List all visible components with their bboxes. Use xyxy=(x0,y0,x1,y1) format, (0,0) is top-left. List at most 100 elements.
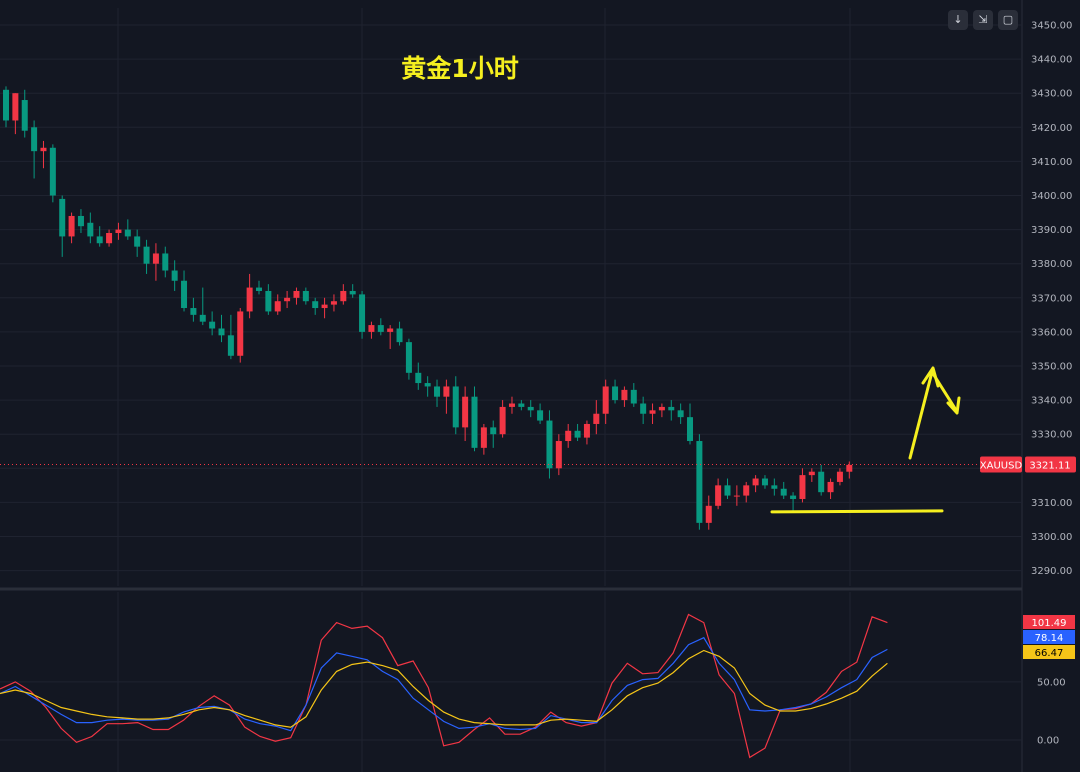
candle-body xyxy=(96,236,103,244)
candle-body xyxy=(827,481,834,493)
candle-body xyxy=(846,464,853,472)
candle-body xyxy=(612,386,619,401)
candle-body xyxy=(143,246,150,264)
candle-body xyxy=(227,335,234,356)
candle-body xyxy=(124,229,131,237)
candle-body xyxy=(377,325,384,332)
y-tick-label: 3440.00 xyxy=(1031,55,1072,66)
candle-body xyxy=(199,314,206,322)
symbol-tag-box xyxy=(980,456,1022,473)
candle-body xyxy=(537,410,544,421)
candle-body xyxy=(209,321,216,329)
candle-body xyxy=(237,311,244,356)
maximize-icon[interactable]: ▢ xyxy=(998,10,1018,30)
candle-body xyxy=(630,389,637,404)
scroll-down-icon[interactable]: ↓ xyxy=(948,10,968,30)
candle-body xyxy=(312,301,319,309)
price-axis: 3450.00 3440.00 3430.00 3420.00 3410.00 3400.… xyxy=(980,21,1076,747)
symbol-tag: XAUUSD xyxy=(980,461,1023,472)
osc-value-tag-box xyxy=(1023,645,1075,659)
candle-body xyxy=(218,328,225,336)
osc-tick-label: 0.00 xyxy=(1037,736,1059,747)
y-tick-label: 3340.00 xyxy=(1031,396,1072,407)
candle-body xyxy=(771,485,778,489)
candle-body xyxy=(555,441,562,469)
candle-body xyxy=(415,372,422,384)
candle-body xyxy=(59,198,66,237)
candle-body xyxy=(152,253,159,264)
osc-tick-label: 50.00 xyxy=(1037,677,1066,688)
candle-body xyxy=(705,505,712,523)
candle-body xyxy=(293,290,300,298)
y-tick-label: 3310.00 xyxy=(1031,498,1072,509)
candle-body xyxy=(790,495,797,499)
chart-title: 黄金1小时 xyxy=(401,54,518,83)
candlestick-series xyxy=(3,86,853,530)
y-tick-label: 3290.00 xyxy=(1031,566,1072,577)
y-tick-label: 3360.00 xyxy=(1031,327,1072,338)
candle-body xyxy=(621,389,628,401)
osc-value-tag: 101.49 xyxy=(1032,618,1067,629)
y-tick-label: 3300.00 xyxy=(1031,532,1072,543)
candle-body xyxy=(359,294,366,332)
candle-body xyxy=(171,270,178,281)
candle-body xyxy=(31,127,38,152)
annotations xyxy=(0,366,1022,514)
candle-body xyxy=(508,403,515,407)
y-tick-label: 3400.00 xyxy=(1031,191,1072,202)
candle-body xyxy=(368,325,375,332)
candle-body xyxy=(349,290,356,295)
collapse-icon[interactable]: ⇲ xyxy=(973,10,993,30)
candle-body xyxy=(480,427,487,448)
candle-body xyxy=(527,406,534,411)
candle-body xyxy=(330,301,337,305)
candle-body xyxy=(462,396,469,428)
candle-body xyxy=(405,342,412,373)
candle-body xyxy=(724,485,731,496)
candle-body xyxy=(162,253,169,271)
candle-body xyxy=(77,215,84,227)
y-tick-label: 3390.00 xyxy=(1031,225,1072,236)
candle-body xyxy=(640,403,647,414)
y-tick-label: 3430.00 xyxy=(1031,89,1072,100)
candle-body xyxy=(593,413,600,424)
candle-body xyxy=(518,403,525,407)
candle-body xyxy=(396,328,403,343)
candle-body xyxy=(761,478,768,486)
y-tick-label: 3420.00 xyxy=(1031,123,1072,134)
candle-body xyxy=(658,406,665,411)
candle-body xyxy=(733,495,740,497)
candle-body xyxy=(649,410,656,414)
candle-body xyxy=(743,485,750,496)
candle-body xyxy=(21,100,28,131)
y-tick-label: 3330.00 xyxy=(1031,430,1072,441)
candle-body xyxy=(836,471,843,482)
candle-body xyxy=(687,417,694,442)
candle-body xyxy=(255,287,262,291)
arrow-head-up xyxy=(921,366,940,388)
candle-body xyxy=(49,147,56,196)
candle-body xyxy=(443,386,450,397)
oscillator-line xyxy=(0,613,888,759)
arrow-head-down xyxy=(946,396,961,415)
candle-body xyxy=(87,222,94,237)
candle-body xyxy=(387,328,394,332)
osc-value-tag-box xyxy=(1023,630,1075,644)
candle-body xyxy=(68,215,75,237)
candle-body xyxy=(780,488,787,496)
candle-body xyxy=(602,386,609,414)
candle-body xyxy=(274,301,281,312)
candle-body xyxy=(574,430,581,438)
candle-body xyxy=(752,478,759,486)
candle-body xyxy=(302,290,309,302)
price-tag-box xyxy=(1025,456,1076,473)
arrow-path xyxy=(908,370,958,460)
candle-body xyxy=(190,308,197,315)
price-tag: 3321.11 xyxy=(1029,461,1070,472)
candle-body xyxy=(715,485,722,506)
candle-body xyxy=(808,471,815,476)
y-tick-label: 3370.00 xyxy=(1031,293,1072,304)
y-tick-label: 3450.00 xyxy=(1031,21,1072,32)
candle-body xyxy=(546,420,553,469)
